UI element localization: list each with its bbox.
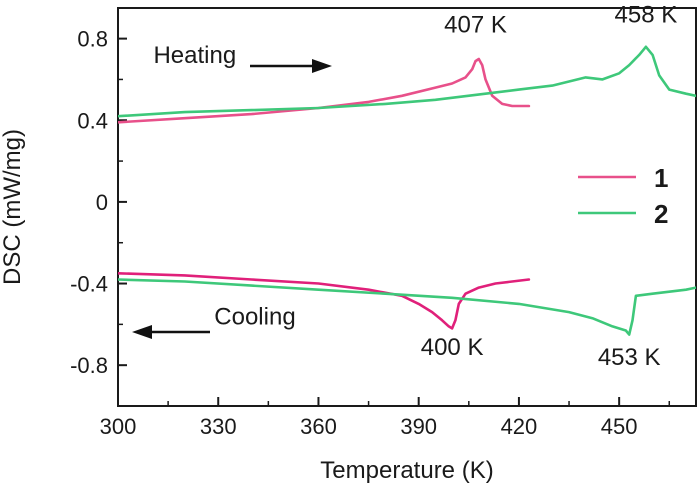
series-line-2-heating bbox=[118, 45, 696, 118]
series-line-2-cooling bbox=[118, 278, 696, 336]
x-tick-label: 330 bbox=[200, 414, 237, 439]
legend-label-2: 2 bbox=[654, 199, 668, 229]
x-tick-label: 360 bbox=[300, 414, 337, 439]
annotation-407-k: 407 K bbox=[444, 11, 507, 38]
y-tick-label: 0.4 bbox=[77, 108, 108, 133]
legend: 1 2 bbox=[578, 163, 668, 229]
y-tick-label: -0.8 bbox=[70, 353, 108, 378]
heating-arrow bbox=[250, 59, 332, 73]
annotation-400-k: 400 K bbox=[421, 334, 484, 361]
annotation-cooling: Cooling bbox=[214, 303, 295, 330]
y-tick-label: -0.4 bbox=[70, 272, 108, 297]
cooling-arrow bbox=[132, 325, 210, 339]
y-axis-label: DSC (mW/mg) bbox=[0, 129, 26, 285]
y-tick-label: 0 bbox=[96, 190, 108, 215]
annotation-heating: Heating bbox=[153, 42, 236, 69]
annotation-458-k: 458 K bbox=[615, 1, 678, 28]
x-tick-label: 420 bbox=[501, 414, 538, 439]
series-line-1-cooling bbox=[118, 272, 531, 330]
annotation-453-k: 453 K bbox=[598, 344, 661, 371]
y-tick-label: 0.8 bbox=[77, 27, 108, 52]
x-axis-label: Temperature (K) bbox=[320, 457, 493, 484]
legend-label-1: 1 bbox=[654, 163, 668, 193]
x-tick-label: 300 bbox=[100, 414, 137, 439]
x-tick-label: 390 bbox=[400, 414, 437, 439]
x-tick-label: 450 bbox=[601, 414, 638, 439]
plot-frame bbox=[117, 7, 697, 407]
